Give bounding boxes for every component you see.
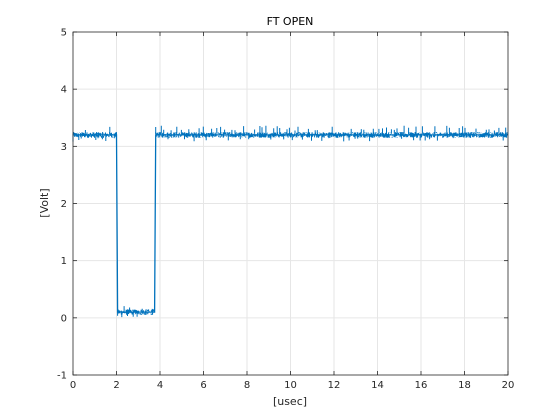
x-tick-label: 16	[415, 380, 428, 391]
chart-title: FT OPEN	[267, 15, 314, 28]
grid	[73, 32, 508, 375]
signal-line	[73, 134, 508, 313]
y-axis-title: [Volt]	[38, 188, 51, 217]
x-tick-label: 18	[458, 380, 471, 391]
x-tick-label: 10	[284, 380, 297, 391]
x-tick-label: 6	[200, 380, 206, 391]
y-tick-label: 3	[61, 142, 67, 153]
x-tick-label: 12	[328, 380, 341, 391]
x-tick-label: 20	[502, 380, 515, 391]
signal-spikes	[117, 306, 153, 318]
plot-lines	[72, 125, 509, 318]
x-tick-label: 8	[244, 380, 250, 391]
y-tick-label: 1	[61, 256, 67, 267]
y-tick-label: 4	[61, 85, 67, 96]
signal-spikes	[155, 125, 507, 142]
x-tick-label: 0	[70, 380, 76, 391]
y-tick-label: -1	[57, 371, 67, 382]
x-tick-label: 14	[371, 380, 384, 391]
x-tick-label: 4	[157, 380, 163, 391]
y-tick-label: 0	[61, 313, 67, 324]
x-tick-label: 2	[113, 380, 119, 391]
y-tick-label: 5	[61, 28, 67, 39]
x-axis-title: [usec]	[273, 395, 307, 408]
y-tick-label: 2	[61, 199, 67, 210]
